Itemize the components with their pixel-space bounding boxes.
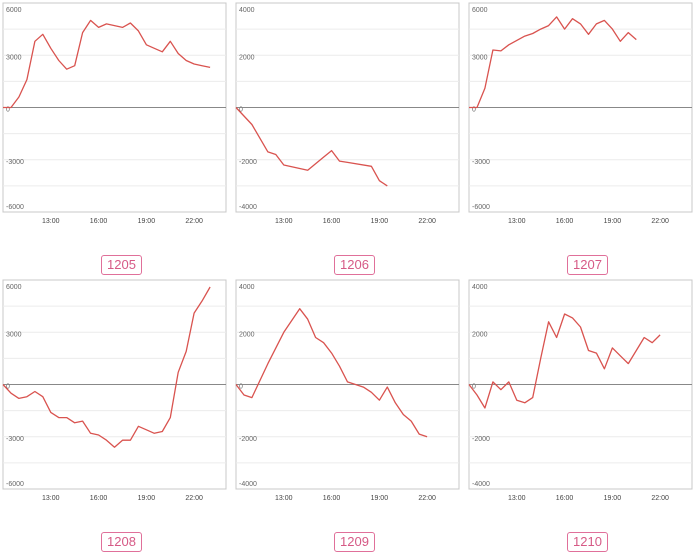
y-tick-label: -4000 <box>239 204 257 211</box>
x-tick-label: 16:00 <box>556 495 574 502</box>
chart-panel-1209: 4000 2000 0 -2000 -4000 13:00 16:00 19:00 22:00 … <box>233 277 466 554</box>
series-line <box>3 19 211 109</box>
series-line <box>2 286 211 448</box>
x-tick-label: 13:00 <box>275 218 293 225</box>
y-tick-label: 2000 <box>472 331 488 338</box>
x-tick-label: 19:00 <box>604 495 622 502</box>
y-tick-label: 6000 <box>6 284 22 291</box>
y-tick-label: -4000 <box>472 481 490 488</box>
y-tick-label: 0 <box>472 384 476 391</box>
x-tick-label: 16:00 <box>556 218 574 225</box>
chart-label-badge: 1208 <box>101 532 142 552</box>
y-tick-label: -2000 <box>239 159 257 166</box>
y-tick-label: -2000 <box>239 436 257 443</box>
chart-panel-1205: 6000 3000 0 -3000 -6000 13:00 16:00 19:00 22:00 … <box>0 0 233 277</box>
y-tick-label: 0 <box>239 384 243 391</box>
chart-label-badge: 1205 <box>101 255 142 275</box>
y-tick-label: 6000 <box>472 7 488 14</box>
x-tick-label: 13:00 <box>42 218 60 225</box>
x-tick-label: 16:00 <box>323 218 341 225</box>
y-tick-label: 4000 <box>239 7 255 14</box>
series-line <box>235 107 388 187</box>
x-tick-label: 16:00 <box>90 495 108 502</box>
y-tick-label: 4000 <box>239 284 255 291</box>
x-tick-label: 13:00 <box>508 218 526 225</box>
y-tick-label: 2000 <box>239 331 255 338</box>
x-tick-label: 22:00 <box>418 218 436 225</box>
x-tick-label: 22:00 <box>185 495 203 502</box>
x-tick-label: 13:00 <box>42 495 60 502</box>
y-tick-label: -6000 <box>6 481 24 488</box>
y-tick-label: -3000 <box>472 159 490 166</box>
y-tick-label: 0 <box>6 107 10 114</box>
y-tick-label: 0 <box>6 384 10 391</box>
chart-1208: 6000 3000 0 -3000 -6000 13:00 16:00 19:00 22:00 <box>2 279 227 502</box>
x-tick-label: 22:00 <box>651 495 669 502</box>
chart-panel-1210: 4000 2000 0 -2000 -4000 13:00 16:00 19:00 22:00 … <box>466 277 700 554</box>
y-tick-label: -4000 <box>239 481 257 488</box>
x-tick-label: 13:00 <box>508 495 526 502</box>
y-tick-label: -6000 <box>472 204 490 211</box>
y-tick-label: -2000 <box>472 436 490 443</box>
y-tick-label: 3000 <box>6 331 22 338</box>
x-tick-label: 19:00 <box>138 218 156 225</box>
series-line <box>469 16 637 109</box>
chart-1207: 6000 3000 0 -3000 -6000 13:00 16:00 19:00 22:00 <box>468 2 693 225</box>
chart-1206: 4000 2000 0 -2000 -4000 13:00 16:00 19:00 22:00 <box>235 2 460 225</box>
x-tick-label: 22:00 <box>418 495 436 502</box>
y-tick-label: 3000 <box>6 54 22 61</box>
x-tick-label: 13:00 <box>275 495 293 502</box>
x-tick-label: 19:00 <box>371 218 389 225</box>
x-tick-label: 16:00 <box>90 218 108 225</box>
chart-1210: 4000 2000 0 -2000 -4000 13:00 16:00 19:00 22:00 <box>468 279 693 502</box>
chart-1205: 6000 3000 0 -3000 -6000 13:00 16:00 19:00 22:00 <box>2 2 227 225</box>
y-tick-label: 4000 <box>472 284 488 291</box>
chart-label-badge: 1209 <box>334 532 375 552</box>
x-tick-label: 22:00 <box>185 218 203 225</box>
chart-panel-1208: 6000 3000 0 -3000 -6000 13:00 16:00 19:00 22:00 … <box>0 277 233 554</box>
chart-panel-1206: 4000 2000 0 -2000 -4000 13:00 16:00 19:00 22:00 … <box>233 0 466 277</box>
chart-label-badge: 1207 <box>567 255 608 275</box>
x-tick-label: 16:00 <box>323 495 341 502</box>
y-tick-label: 2000 <box>239 54 255 61</box>
x-tick-label: 19:00 <box>604 218 622 225</box>
y-tick-label: -3000 <box>6 159 24 166</box>
chart-1209: 4000 2000 0 -2000 -4000 13:00 16:00 19:00 22:00 <box>235 279 460 502</box>
y-tick-label: -6000 <box>6 204 24 211</box>
x-tick-label: 19:00 <box>138 495 156 502</box>
y-tick-label: -3000 <box>6 436 24 443</box>
chart-label-badge: 1210 <box>567 532 608 552</box>
series-line <box>468 313 661 409</box>
y-tick-label: 6000 <box>6 7 22 14</box>
y-tick-label: 3000 <box>472 54 488 61</box>
y-tick-label: 0 <box>472 107 476 114</box>
y-tick-label: 0 <box>239 107 243 114</box>
chart-label-badge: 1206 <box>334 255 375 275</box>
series-line <box>235 308 428 438</box>
x-tick-label: 19:00 <box>371 495 389 502</box>
x-tick-label: 22:00 <box>651 218 669 225</box>
chart-panel-1207: 6000 3000 0 -3000 -6000 13:00 16:00 19:00 22:00 … <box>466 0 700 277</box>
